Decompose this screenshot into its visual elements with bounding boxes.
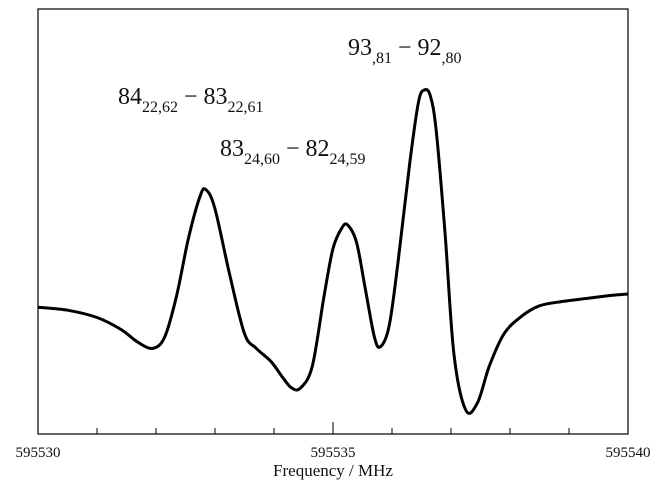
x-axis-ticks [37,422,629,434]
annotation-93-92-upper-sub: ,81 [372,50,392,67]
annotation-84-83-upper: 84 [118,84,142,110]
annotation-84-83-lower-sub: 22,61 [228,99,264,116]
x-tick-label-595540: 595540 [606,445,651,461]
annotation-84-83-upper-sub: 22,62 [142,99,178,116]
annotation-84-83: 8422,62−8322,61 [118,84,264,116]
annotation-84-83-dash: − [184,84,198,110]
annotation-93-92: 93,81−92,80 [348,35,462,67]
annotation-93-92-upper: 93 [348,35,372,61]
annotation-83-82-lower: 82 [306,136,330,162]
x-axis-label: Frequency / MHz [273,461,393,480]
annotation-84-83-lower: 83 [204,84,228,110]
annotation-83-82-lower-sub: 24,59 [330,151,366,168]
plot-frame [37,8,629,435]
x-tick-label-595530: 595530 [16,445,61,461]
annotation-83-82-dash: − [286,136,300,162]
annotation-83-82-upper-sub: 24,60 [244,151,280,168]
x-tick-label-595535: 595535 [311,445,356,461]
annotation-93-92-dash: − [398,35,412,61]
annotation-83-82: 8324,60−8224,59 [220,136,366,168]
annotation-83-82-upper: 83 [220,136,244,162]
annotation-93-92-lower: 92 [418,35,442,61]
spectrum-line-0 [37,88,629,415]
annotation-93-92-lower-sub: ,80 [442,50,462,67]
series-layer [37,88,629,415]
